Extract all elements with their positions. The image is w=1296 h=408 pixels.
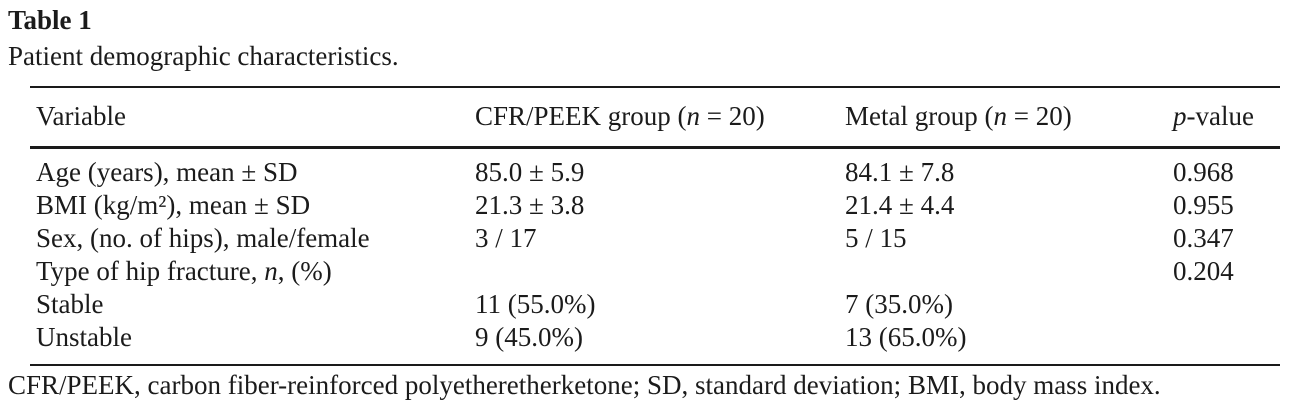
header-variable-text: Variable: [36, 101, 126, 131]
variable-suffix: , (%): [277, 256, 332, 286]
demographics-table: Variable CFR/PEEK group (n = 20) Metal g…: [30, 86, 1280, 366]
cell-metal-value: 84.1 ± 7.8: [845, 157, 955, 187]
table-body: Age (years), mean ± SD 85.0 ± 5.9 84.1 ±…: [30, 149, 1280, 366]
cell-metal-value: 21.4 ± 4.4: [845, 190, 955, 220]
cell-metal-value: 7 (35.0%): [845, 289, 953, 319]
cell-cfrpeek-value: 9 (45.0%): [475, 322, 583, 352]
table-row-fracture-type: Type of hip fracture, n, (%) 0.204: [36, 255, 1280, 288]
cell-variable: BMI (kg/m²), mean ± SD: [36, 189, 475, 222]
table-header-row: Variable CFR/PEEK group (n = 20) Metal g…: [30, 86, 1280, 149]
variable-text: Unstable: [36, 322, 132, 352]
variable-text: Sex, (no. of hips), male/female: [36, 223, 370, 253]
cell-metal-value: [845, 255, 1173, 288]
table-caption: Patient demographic characteristics.: [8, 41, 399, 71]
cell-pvalue: [1173, 288, 1280, 321]
cell-cfrpeek-value: 85.0 ± 5.9: [475, 157, 585, 187]
cell-variable: Unstable: [36, 321, 475, 354]
table-row-unstable: Unstable 9 (45.0%) 13 (65.0%): [36, 321, 1280, 354]
cell-variable: Sex, (no. of hips), male/female: [36, 222, 475, 255]
variable-text: Type of hip fracture,: [36, 256, 265, 286]
cell-pvalue: [1173, 321, 1280, 354]
header-cfrpeek-n-italic: n: [686, 101, 701, 131]
cell-variable: Type of hip fracture, n, (%): [36, 255, 475, 288]
table-row-sex: Sex, (no. of hips), male/female 3 / 17 5…: [36, 222, 1280, 255]
cell-cfrpeek-value: [475, 255, 845, 288]
header-pvalue-suffix: -value: [1186, 101, 1254, 131]
header-metal-suffix: = 20): [1006, 101, 1072, 131]
table-row-age: Age (years), mean ± SD 85.0 ± 5.9 84.1 ±…: [36, 156, 1280, 189]
header-pvalue: p-value: [1173, 100, 1280, 133]
cell-variable: Stable: [36, 288, 475, 321]
cell-pvalue: 0.204: [1173, 256, 1234, 286]
header-metal-text: Metal group (: [845, 101, 994, 131]
table-title: Table 1: [8, 5, 92, 35]
variable-text: BMI (kg/m²), mean ± SD: [36, 190, 311, 220]
cell-metal-value: 5 / 15: [845, 223, 907, 253]
cell-pvalue: 0.347: [1173, 223, 1234, 253]
variable-italic: n: [264, 256, 278, 286]
header-cfrpeek-group: CFR/PEEK group (n = 20): [475, 100, 845, 133]
cell-variable: Age (years), mean ± SD: [36, 156, 475, 189]
cell-cfrpeek-value: 11 (55.0%): [475, 289, 596, 319]
header-p-italic: p: [1173, 101, 1187, 131]
table-row-stable: Stable 11 (55.0%) 7 (35.0%): [36, 288, 1280, 321]
header-variable: Variable: [36, 100, 475, 133]
table-footnote: CFR/PEEK, carbon fiber-reinforced polyet…: [8, 370, 1161, 400]
variable-text: Age (years), mean ± SD: [36, 157, 298, 187]
header-cfrpeek-text: CFR/PEEK group (: [475, 101, 687, 131]
cell-pvalue: 0.955: [1173, 190, 1234, 220]
header-metal-group: Metal group (n = 20): [845, 100, 1173, 133]
cell-pvalue: 0.968: [1173, 157, 1234, 187]
cell-cfrpeek-value: 3 / 17: [475, 223, 537, 253]
header-metal-n-italic: n: [993, 101, 1007, 131]
cell-metal-value: 13 (65.0%): [845, 322, 967, 352]
cell-cfrpeek-value: 21.3 ± 3.8: [475, 190, 585, 220]
header-cfrpeek-suffix: = 20): [700, 101, 765, 131]
variable-text: Stable: [36, 289, 104, 319]
table-row-bmi: BMI (kg/m²), mean ± SD 21.3 ± 3.8 21.4 ±…: [36, 189, 1280, 222]
